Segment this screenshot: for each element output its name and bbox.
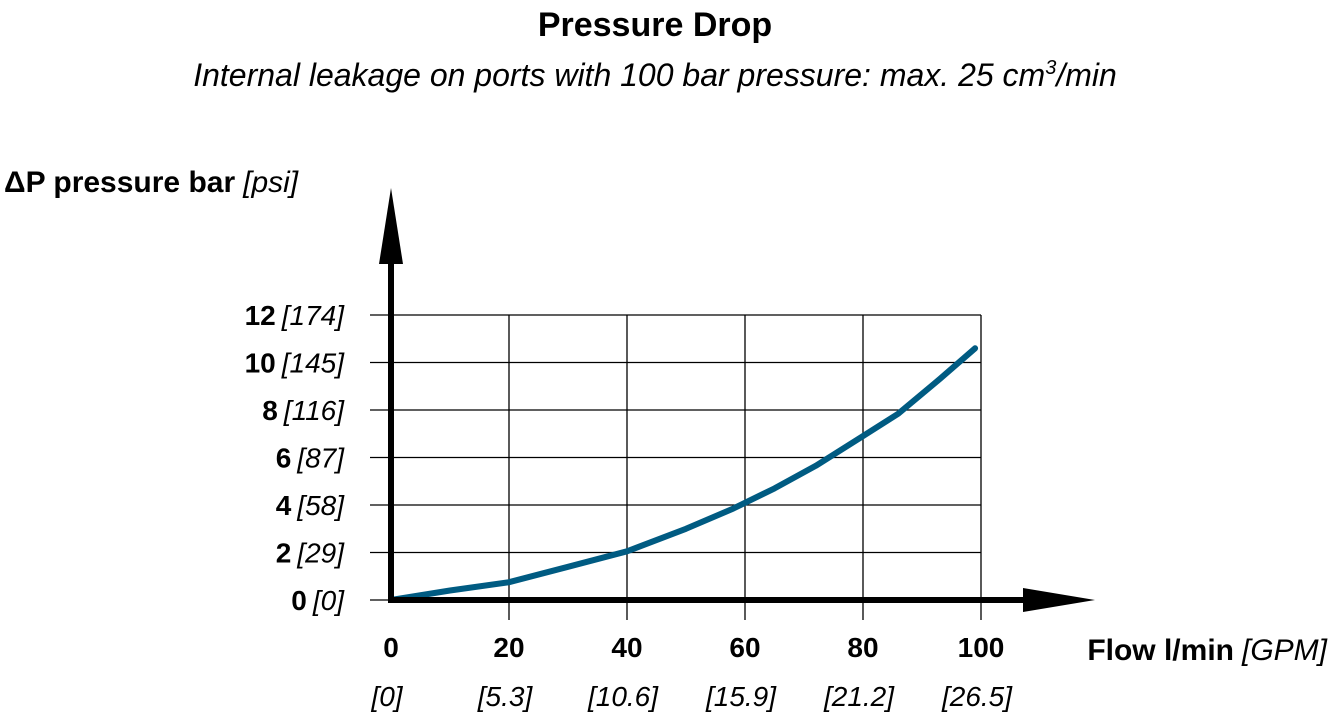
- y-tick-label-12: 12 [174]: [245, 300, 346, 331]
- tick-marks: [370, 314, 391, 601]
- series-line-0: [388, 345, 979, 603]
- x-tick-label-40: 40: [611, 632, 642, 663]
- grid: [391, 314, 982, 620]
- x-axis-title-unit: [GPM]: [1241, 634, 1328, 667]
- x-tick-gpm-40: [10.6]: [587, 681, 659, 712]
- chart-subtitle: Internal leakage on ports with 100 bar p…: [193, 57, 1117, 93]
- x-axis-arrow: [1023, 588, 1095, 612]
- y-tick-label-6: 6 [87]: [276, 443, 346, 474]
- subtitle-main: Internal leakage on ports with 100 bar p…: [193, 57, 1045, 93]
- x-axis-title: Flow l/min [GPM]: [1087, 634, 1327, 667]
- y-tick-value: 4: [276, 490, 292, 521]
- y-tick-psi: [58]: [296, 490, 345, 521]
- y-tick-label-4: 4 [58]: [276, 490, 346, 521]
- y-axis-title-unit: [psi]: [242, 166, 299, 199]
- y-tick-psi: [87]: [296, 443, 345, 474]
- y-tick-psi: [0]: [312, 585, 345, 616]
- y-tick-labels: 0 [0]2 [29]4 [58]6 [87]8 [116]10 [145]12 [174]: [245, 300, 346, 616]
- x-tick-label-20: 20: [493, 632, 524, 663]
- x-tick-gpm-60: [15.9]: [705, 681, 777, 712]
- x-tick-label-80: 80: [847, 632, 878, 663]
- y-tick-psi: [174]: [281, 300, 345, 331]
- y-tick-value: 10: [245, 348, 276, 379]
- x-tick-label-0: 0: [383, 632, 399, 663]
- y-tick-label-0: 0 [0]: [291, 585, 345, 616]
- y-tick-psi: [116]: [283, 395, 345, 426]
- y-tick-psi: [145]: [281, 348, 345, 379]
- subtitle-sup: 3: [1045, 57, 1056, 79]
- y-tick-label-10: 10 [145]: [245, 348, 346, 379]
- y-axis-title: ΔP pressure bar [psi]: [4, 166, 299, 199]
- x-tick-label-100: 100: [958, 632, 1005, 663]
- y-tick-value: 6: [276, 443, 292, 474]
- x-tick-gpm-80: [21.2]: [823, 681, 895, 712]
- y-tick-label-8: 8 [116]: [262, 395, 345, 426]
- y-tick-label-2: 2 [29]: [276, 538, 346, 569]
- series-layer: [388, 345, 979, 603]
- y-tick-value: 8: [262, 395, 278, 426]
- x-tick-gpm-20: [5.3]: [477, 681, 534, 712]
- y-axis-title-main: ΔP pressure bar: [4, 166, 235, 199]
- x-tick-label-60: 60: [729, 632, 760, 663]
- x-tick-gpm-0: [0]: [370, 681, 403, 712]
- y-tick-value: 12: [245, 300, 276, 331]
- subtitle-tail: /min: [1054, 57, 1116, 93]
- y-axis-arrow: [379, 188, 403, 264]
- chart-title: Pressure Drop: [538, 6, 772, 44]
- y-tick-psi: [29]: [296, 538, 345, 569]
- x-tick-gpm-100: [26.5]: [941, 681, 1013, 712]
- y-tick-value: 0: [291, 585, 307, 616]
- x-axis-title-main: Flow l/min: [1087, 634, 1234, 667]
- x-tick-labels: 0 [0] 20 [5.3] 40 [10.6] 60 [15.9] 80 [21.2] 100 [2…: [370, 632, 1013, 712]
- y-tick-value: 2: [276, 538, 292, 569]
